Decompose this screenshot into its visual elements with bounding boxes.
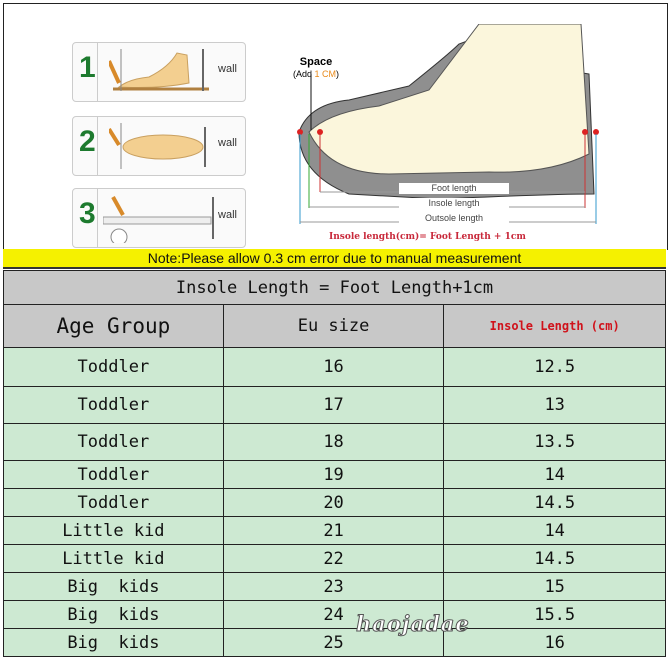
measurement-illustration: 1 wall 2 wall 3 wall Space (Add 1 CM) Fo… [3, 3, 668, 250]
cell-age-group: Toddler [3, 423, 224, 461]
foot-top-icon [109, 123, 206, 169]
cell-age-group: Toddler [3, 460, 224, 489]
table-row: Big kids 24 15.5 [3, 600, 666, 629]
formula-label: Insole length(cm)= Foot Length + 1cm [329, 232, 526, 242]
size-chart-table: Insole Length = Foot Length+1cm Age Grou… [3, 270, 666, 657]
foot-length-label: Foot length [399, 183, 509, 194]
cell-insole-length: 14.5 [443, 488, 666, 517]
step-3: 3 wall [72, 188, 246, 248]
cell-insole-length: 15 [443, 572, 666, 601]
cell-age-group: Little kid [3, 516, 224, 545]
cell-insole-length: 13.5 [443, 423, 666, 461]
wall-label: wall [218, 209, 237, 221]
cell-eu-size: 21 [222, 516, 445, 545]
table-header-row: Age Group Eu size Insole Length (cm) [3, 304, 666, 348]
foot-side-icon [109, 49, 209, 91]
table-row: Big kids 25 16 [3, 628, 666, 657]
table-row: Toddler 17 13 [3, 386, 666, 424]
table-row: Little kid 22 14.5 [3, 544, 666, 573]
table-row: Toddler 19 14 [3, 460, 666, 489]
table-title-row: Insole Length = Foot Length+1cm [3, 270, 666, 305]
header-eu-size: Eu size [222, 304, 445, 348]
measurement-note: Note:Please allow 0.3 cm error due to ma… [3, 249, 666, 269]
watermark: haojadae [356, 611, 470, 636]
cell-eu-size: 20 [222, 488, 445, 517]
cell-age-group: Toddler [3, 347, 224, 387]
cell-age-group: Big kids [3, 600, 224, 629]
cell-insole-length: 12.5 [443, 347, 666, 387]
step-number: 2 [79, 125, 96, 158]
step-2: 2 wall [72, 116, 246, 176]
cell-age-group: Little kid [3, 544, 224, 573]
cell-eu-size: 22 [222, 544, 445, 573]
cell-eu-size: 16 [222, 347, 445, 387]
table-row: Toddler 16 12.5 [3, 347, 666, 387]
cell-insole-length: 14 [443, 516, 666, 545]
cell-age-group: Big kids [3, 572, 224, 601]
cell-insole-length: 16 [443, 628, 666, 657]
cell-age-group: Toddler [3, 386, 224, 424]
space-add: (Add 1 CM) [293, 69, 339, 80]
wall-label: wall [218, 63, 237, 75]
space-add-prefix: (Add [293, 69, 315, 79]
cell-insole-length: 14.5 [443, 544, 666, 573]
space-add-value: 1 CM [314, 69, 337, 79]
cell-eu-size: 18 [222, 423, 445, 461]
cell-insole-length: 15.5 [443, 600, 666, 629]
space-add-suffix: ) [336, 69, 340, 79]
step-number: 1 [79, 51, 96, 84]
space-label: Space (Add 1 CM) [293, 56, 339, 80]
cell-age-group: Big kids [3, 628, 224, 657]
header-age-group: Age Group [3, 304, 224, 348]
wall-label: wall [218, 137, 237, 149]
table-row: Toddler 20 14.5 [3, 488, 666, 517]
space-title: Space [299, 56, 333, 68]
table-row: Toddler 18 13.5 [3, 423, 666, 461]
table-row: Little kid 21 14 [3, 516, 666, 545]
cell-insole-length: 13 [443, 386, 666, 424]
step-1: 1 wall [72, 42, 246, 102]
cell-insole-length: 14 [443, 460, 666, 489]
outsole-length-label: Outsole length [399, 213, 509, 224]
cell-eu-size: 23 [222, 572, 445, 601]
cell-eu-size: 19 [222, 460, 445, 489]
cell-eu-size: 17 [222, 386, 445, 424]
table-title: Insole Length = Foot Length+1cm [3, 270, 666, 305]
ruler-icon [103, 196, 214, 243]
insole-length-label: Insole length [399, 198, 509, 209]
step-number: 3 [79, 197, 96, 230]
cell-age-group: Toddler [3, 488, 224, 517]
table-row: Big kids 23 15 [3, 572, 666, 601]
header-insole-length: Insole Length (cm) [443, 304, 666, 348]
